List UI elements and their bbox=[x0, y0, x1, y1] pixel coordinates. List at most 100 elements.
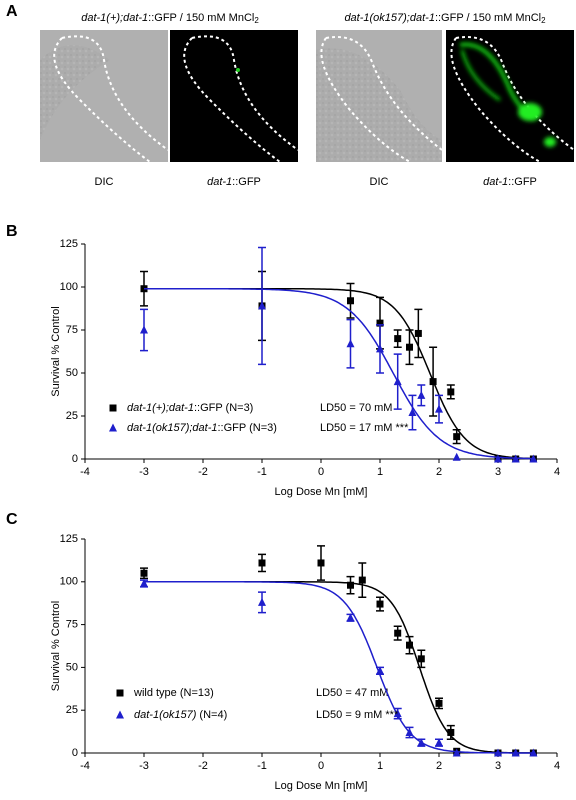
y-tick-label: 25 bbox=[66, 704, 78, 716]
y-tick-label: 0 bbox=[72, 453, 78, 465]
data-point bbox=[317, 559, 325, 567]
image-heading: dat-1(ok157);dat-1::GFP / 150 mM MnCl2 bbox=[344, 12, 546, 25]
data-point bbox=[376, 666, 384, 675]
data-point bbox=[258, 559, 266, 567]
ld50-label: LD50 = 70 mM bbox=[320, 402, 392, 414]
image-caption: dat-1::GFP bbox=[207, 176, 261, 188]
x-tick-label: 2 bbox=[436, 466, 442, 478]
x-tick-label: 0 bbox=[318, 760, 324, 772]
x-tick-label: 3 bbox=[495, 760, 501, 772]
data-point bbox=[529, 454, 538, 463]
ld50-label: LD50 = 9 mM *** bbox=[316, 709, 399, 721]
data-point bbox=[347, 297, 354, 305]
x-tick-label: 1 bbox=[377, 760, 383, 772]
data-point bbox=[417, 655, 425, 663]
image-caption: DIC bbox=[95, 176, 114, 188]
x-tick-label: 3 bbox=[495, 466, 501, 478]
data-point bbox=[140, 579, 148, 588]
data-point bbox=[393, 709, 402, 718]
data-point bbox=[358, 576, 366, 584]
data-point bbox=[494, 454, 502, 463]
fit-curve bbox=[144, 581, 534, 754]
x-tick-label: 2 bbox=[436, 760, 442, 772]
x-tick-label: 4 bbox=[554, 760, 560, 772]
data-point bbox=[435, 699, 443, 707]
y-tick-label: 25 bbox=[66, 410, 78, 422]
data-point bbox=[417, 390, 426, 399]
data-point bbox=[447, 388, 455, 396]
legend-marker bbox=[109, 404, 117, 412]
x-tick-label: 0 bbox=[318, 466, 324, 478]
ld50-label: LD50 = 47 mM bbox=[316, 687, 388, 699]
micrograph-gfp bbox=[170, 30, 299, 163]
data-point bbox=[429, 378, 437, 386]
panel-label: B bbox=[6, 223, 18, 240]
legend-marker bbox=[109, 423, 117, 432]
data-point bbox=[453, 433, 461, 441]
data-point bbox=[376, 344, 384, 353]
image-caption: DIC bbox=[370, 176, 389, 188]
y-tick-label: 50 bbox=[66, 661, 78, 673]
x-axis-label: Log Dose Mn [mM] bbox=[275, 486, 368, 498]
micrograph-gfp bbox=[446, 30, 575, 163]
fit-curve bbox=[144, 581, 534, 754]
data-point bbox=[408, 408, 417, 417]
data-point bbox=[258, 301, 266, 310]
data-point bbox=[346, 339, 355, 348]
y-tick-label: 125 bbox=[60, 238, 78, 250]
y-tick-label: 100 bbox=[60, 576, 78, 588]
data-point bbox=[394, 629, 402, 637]
x-tick-label: -4 bbox=[80, 466, 90, 478]
y-tick-label: 100 bbox=[60, 281, 78, 293]
data-point bbox=[405, 727, 414, 736]
data-point bbox=[417, 738, 426, 747]
legend-marker bbox=[116, 710, 124, 719]
legend-label: dat-1(ok157) (N=4) bbox=[134, 709, 227, 721]
micrograph-dic bbox=[40, 30, 169, 163]
x-tick-label: -1 bbox=[257, 466, 267, 478]
data-point bbox=[406, 641, 413, 649]
data-point bbox=[511, 454, 520, 463]
x-tick-label: -2 bbox=[198, 466, 208, 478]
ld50-label: LD50 = 17 mM *** bbox=[320, 422, 409, 434]
legend-label: dat-1(+);dat-1::GFP (N=3) bbox=[127, 402, 253, 414]
data-point bbox=[447, 728, 455, 736]
data-point bbox=[140, 325, 148, 334]
y-tick-label: 125 bbox=[60, 533, 78, 545]
image-caption: dat-1::GFP bbox=[483, 176, 537, 188]
data-point bbox=[347, 581, 354, 589]
panel-label: C bbox=[6, 511, 18, 528]
data-point bbox=[452, 748, 461, 757]
data-point bbox=[376, 319, 384, 327]
x-tick-label: 4 bbox=[554, 466, 560, 478]
data-point bbox=[452, 452, 461, 461]
data-point bbox=[435, 738, 443, 747]
legend-marker bbox=[116, 689, 124, 697]
data-point bbox=[511, 748, 520, 757]
x-axis-label: Log Dose Mn [mM] bbox=[275, 780, 368, 792]
data-point bbox=[494, 748, 502, 757]
data-point bbox=[346, 613, 355, 622]
data-point bbox=[393, 377, 402, 386]
legend-label: dat-1(ok157);dat-1::GFP (N=3) bbox=[127, 422, 277, 434]
x-tick-label: -4 bbox=[80, 760, 90, 772]
data-point bbox=[258, 597, 266, 606]
data-point bbox=[435, 404, 443, 413]
y-axis-label: Survival % Control bbox=[50, 306, 62, 396]
panel-label: A bbox=[6, 3, 18, 20]
y-tick-label: 75 bbox=[66, 619, 78, 631]
legend-label: wild type (N=13) bbox=[133, 687, 214, 699]
y-tick-label: 0 bbox=[72, 747, 78, 759]
data-point bbox=[529, 748, 538, 757]
x-tick-label: -3 bbox=[139, 760, 149, 772]
data-point bbox=[414, 329, 422, 337]
data-point bbox=[406, 343, 413, 351]
data-point bbox=[376, 600, 384, 608]
x-tick-label: 1 bbox=[377, 466, 383, 478]
image-heading: dat-1(+);dat-1::GFP / 150 mM MnCl2 bbox=[81, 12, 259, 25]
y-tick-label: 50 bbox=[66, 367, 78, 379]
fit-curve bbox=[144, 287, 534, 460]
y-axis-label: Survival % Control bbox=[50, 601, 62, 691]
